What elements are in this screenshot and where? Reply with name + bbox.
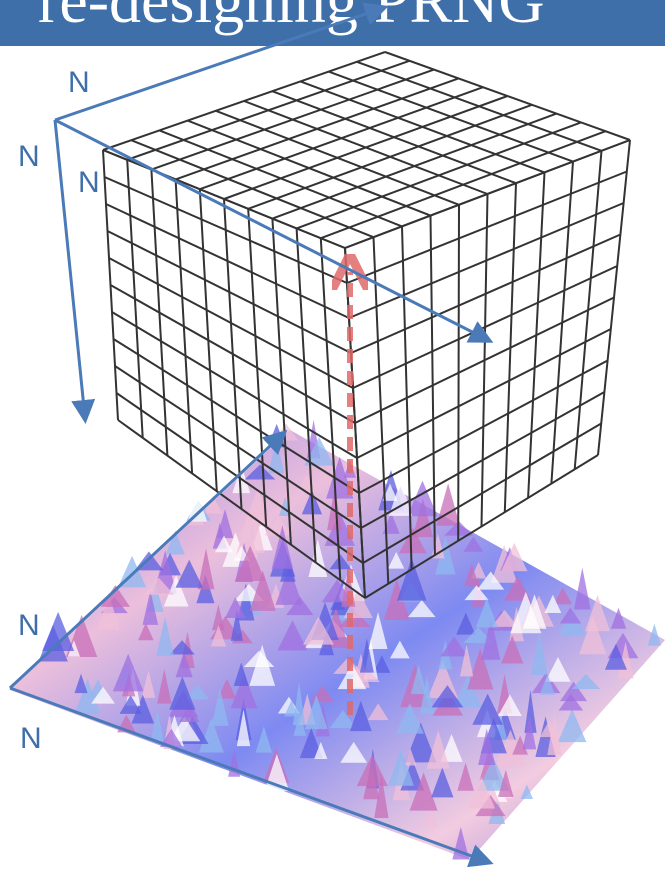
grid-line [112,312,357,458]
grid-line [598,140,630,455]
peak [574,568,591,610]
dimension-label: N [78,166,100,199]
dimension-label: N [20,722,42,755]
grid-line [528,172,544,498]
grid-line [575,151,602,470]
grid-line [272,91,516,183]
dimension-label: N [68,66,90,99]
page: re-designing PRNG N N N N N (() => { con… [0,0,665,882]
grid-line [111,285,356,423]
grid-line [505,183,516,512]
dimension-label: N [18,609,40,642]
dimension-label: N [18,140,40,173]
diagram: N N N N N [0,0,665,882]
grid-line [551,162,573,484]
peak [436,483,460,526]
